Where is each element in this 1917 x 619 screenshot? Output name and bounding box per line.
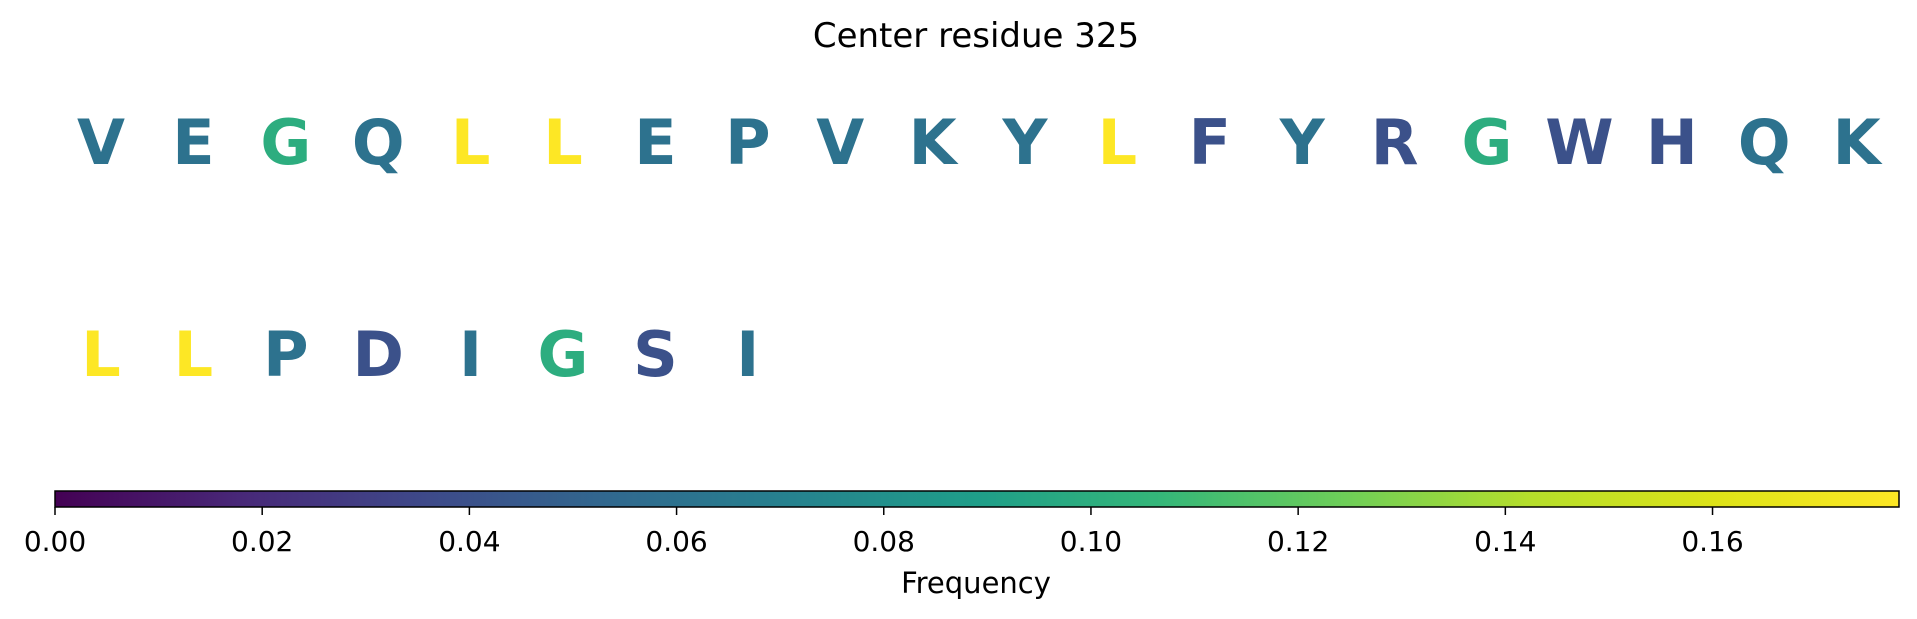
residue-letter: G	[538, 318, 589, 391]
residue-letter: L	[174, 318, 214, 391]
residue-letter: G	[1462, 106, 1513, 179]
residue-letter: H	[1646, 106, 1698, 179]
residue-letter: I	[459, 318, 482, 391]
colorbar-tick-label: 0.06	[645, 525, 707, 558]
colorbar-tick-label: 0.08	[853, 525, 915, 558]
residue-letter: Y	[1279, 106, 1326, 179]
colorbar-tick-label: 0.00	[24, 525, 86, 558]
colorbar-tick-label: 0.14	[1474, 525, 1536, 558]
residue-letters: V E G Q L L E P V K Y L F Y R G W H Q KL L P D I G S I	[77, 106, 1883, 391]
residue-letter: E	[172, 106, 214, 179]
residue-letter: L	[81, 318, 121, 391]
colorbar-tick-label: 0.02	[231, 525, 293, 558]
residue-letter: S	[633, 318, 678, 391]
residue-letter: W	[1545, 106, 1613, 179]
residue-letter: K	[909, 106, 959, 179]
colorbar-tick-label: 0.16	[1681, 525, 1743, 558]
colorbar-label: Frequency	[901, 566, 1051, 600]
residue-letter: I	[736, 318, 759, 391]
colorbar-tick-label: 0.12	[1267, 525, 1329, 558]
colorbar-gradient	[54, 490, 1900, 508]
residue-letter: P	[725, 106, 770, 179]
residue-letter: E	[634, 106, 676, 179]
residue-letter: Q	[1738, 106, 1791, 179]
residue-letter: L	[1098, 106, 1138, 179]
colorbar-tick-label: 0.04	[438, 525, 500, 558]
residue-letter: L	[451, 106, 491, 179]
residue-letter: R	[1371, 106, 1419, 179]
residue-letter: V	[816, 106, 864, 179]
colorbar-tick-label: 0.10	[1060, 525, 1122, 558]
residue-letter: F	[1189, 106, 1231, 179]
colorbar: 0.00 0.02 0.04 0.06 0.08 0.10 0.12 0.14 0.16	[24, 490, 1900, 558]
residue-letter: G	[260, 106, 311, 179]
residue-letter: D	[352, 318, 403, 391]
residue-letter: V	[77, 106, 125, 179]
residue-letter: L	[543, 106, 583, 179]
residue-letter: Y	[1002, 106, 1049, 179]
residue-letter: P	[263, 318, 308, 391]
residue-letter: Q	[352, 106, 405, 179]
chart-title: Center residue 325	[813, 16, 1139, 56]
residue-letter: K	[1833, 106, 1883, 179]
